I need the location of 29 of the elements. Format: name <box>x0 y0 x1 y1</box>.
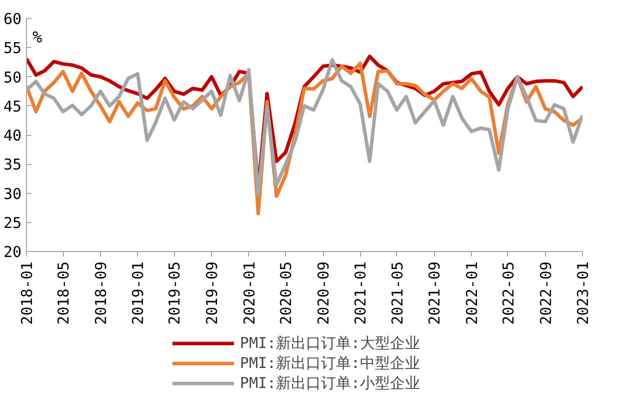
x-tick-label: 2021-05 <box>388 261 406 325</box>
x-tick-label: 2021-09 <box>426 261 444 325</box>
x-tick-label: 2022-01 <box>462 261 481 325</box>
y-tick-label: 50 <box>3 68 22 86</box>
legend-label: PMI:新出口订单:小型企业 <box>240 373 420 393</box>
x-tick-label: 2019-09 <box>203 261 222 325</box>
x-tick-label: 2023-01 <box>574 261 592 325</box>
x-tick-label: 2018-05 <box>54 261 73 325</box>
y-tick-label: 55 <box>3 39 22 58</box>
y-tick-label: 35 <box>3 156 22 174</box>
x-tick-label: 2018-01 <box>18 261 36 325</box>
x-tick-label: 2018-09 <box>92 261 110 325</box>
y-axis-title: % <box>32 28 42 46</box>
y-tick-label: 25 <box>3 214 22 232</box>
legend-label: PMI:新出口订单:中型企业 <box>240 353 420 373</box>
legend-label: PMI:新出口订单:大型企业 <box>240 333 420 353</box>
x-tick-label: 2020-01 <box>240 261 258 325</box>
x-tick-label: 2020-05 <box>277 261 296 325</box>
y-tick-label: 30 <box>3 184 22 203</box>
x-tick-label: 2021-01 <box>352 261 370 325</box>
x-tick-label: 2020-09 <box>314 261 333 325</box>
x-tick-label: 2019-01 <box>129 261 148 325</box>
x-tick-label: 2022-09 <box>536 261 555 325</box>
y-tick-label: 60 <box>3 10 22 28</box>
y-tick-label: 40 <box>3 126 22 144</box>
x-tick-label: 2022-05 <box>499 261 518 325</box>
y-tick-label: 45 <box>3 97 22 116</box>
y-tick-label: 20 <box>3 243 22 261</box>
x-tick-label: 2019-05 <box>166 261 184 325</box>
